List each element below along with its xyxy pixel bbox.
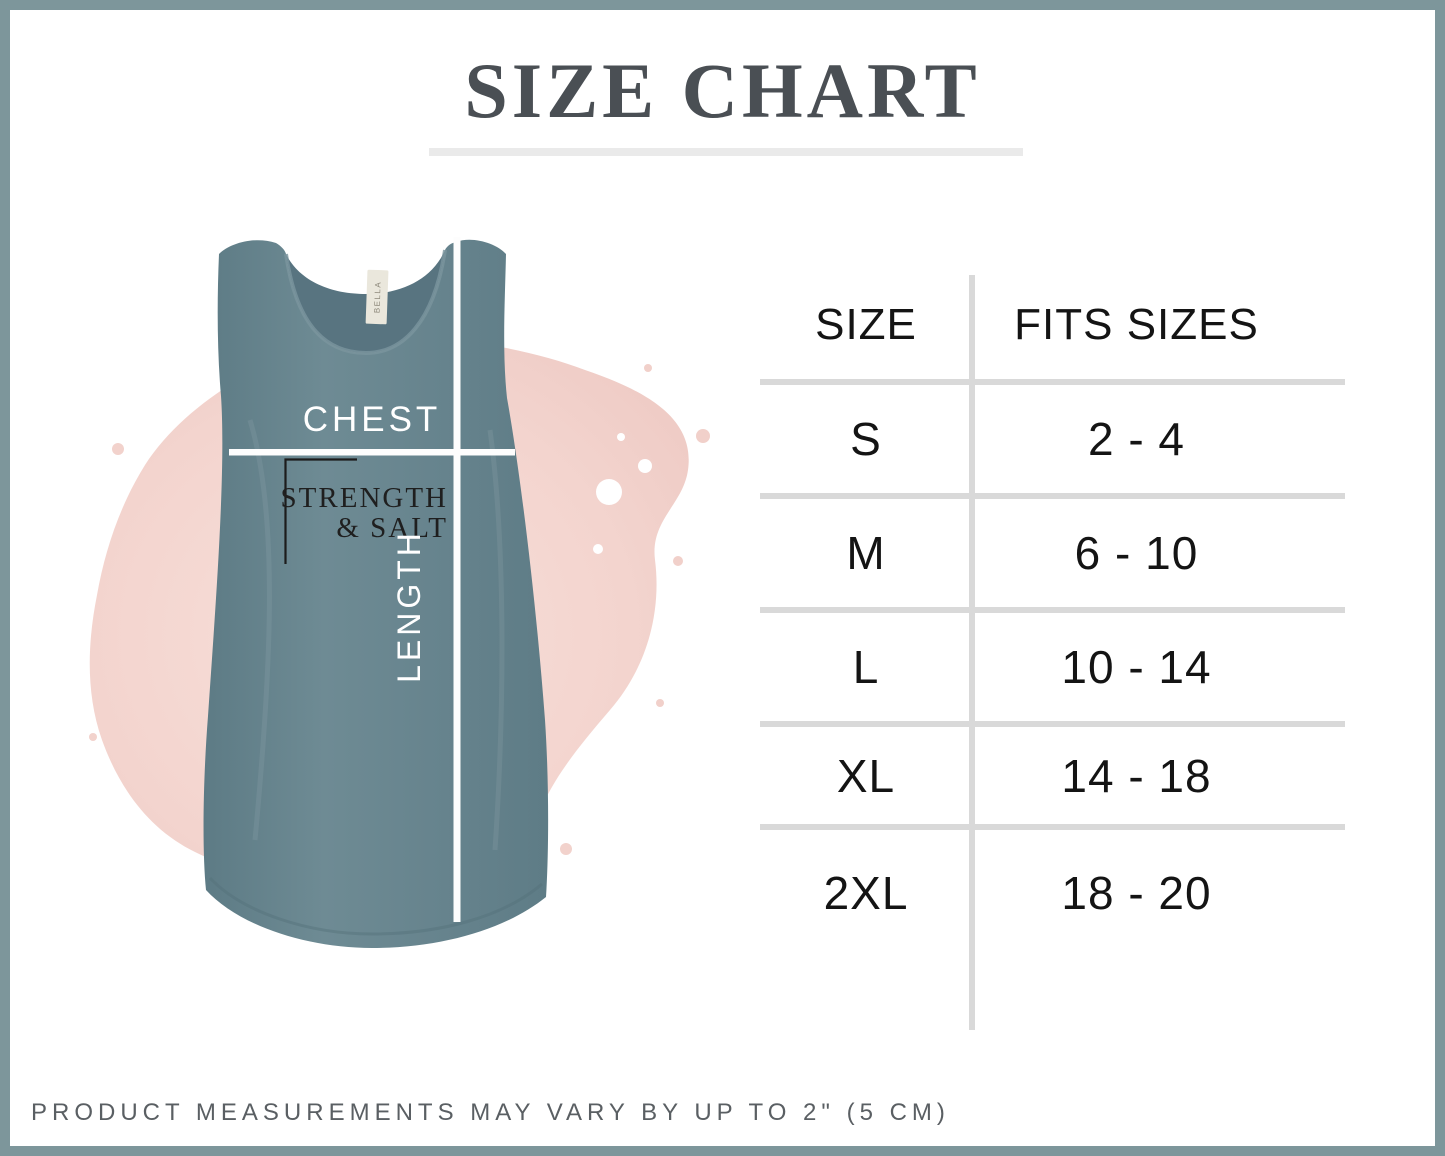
size-cell: XL (836, 749, 896, 802)
table-column-divider (969, 275, 975, 1030)
size-column-header: SIZE (815, 299, 917, 349)
size-cell: M (846, 527, 886, 579)
fits-column-header: FITS SIZES (1014, 299, 1259, 349)
design-text-line1: STRENGTH (281, 482, 448, 514)
table-row: M 6 - 10 (760, 499, 1345, 613)
table-row: S 2 - 4 (760, 385, 1345, 499)
length-label: LENGTH (391, 529, 427, 683)
tank-top-illustration: BELLA CHEST STRENGTH & SALT LENGTH (89, 237, 710, 948)
size-cell: S (850, 413, 882, 465)
neck-opening (286, 250, 445, 353)
length-measure-line (453, 237, 461, 922)
tank-top: BELLA (203, 239, 549, 948)
table-row: L 10 - 14 (760, 613, 1345, 727)
fits-cell: 14 - 18 (1061, 749, 1212, 802)
page-title: SIZE CHART (464, 47, 981, 134)
size-cell: 2XL (823, 866, 909, 919)
title-underline (429, 148, 1023, 156)
chest-measure-line (229, 449, 515, 456)
size-table: SIZE FITS SIZES S 2 - 4 M 6 - 10 L 10 - … (760, 270, 1345, 1035)
design-text-line2: & SALT (336, 512, 448, 544)
bella-neck-tag: BELLA (365, 269, 389, 325)
measurement-disclaimer: PRODUCT MEASUREMENTS MAY VARY BY UP TO 2… (31, 1099, 950, 1126)
chest-label: CHEST (303, 400, 442, 439)
table-row: 2XL 18 - 20 (760, 830, 1345, 955)
size-cell: L (852, 641, 880, 693)
fits-cell: 2 - 4 (1087, 413, 1186, 465)
fits-cell: 6 - 10 (1074, 527, 1199, 579)
design-corner-bracket (284, 458, 357, 564)
fits-cell: 18 - 20 (1061, 866, 1212, 919)
neck-tag-label: BELLA (372, 281, 382, 314)
table-row: XL 14 - 18 (760, 727, 1345, 830)
fits-cell: 10 - 14 (1061, 641, 1212, 693)
table-header-row: SIZE FITS SIZES (760, 270, 1345, 385)
